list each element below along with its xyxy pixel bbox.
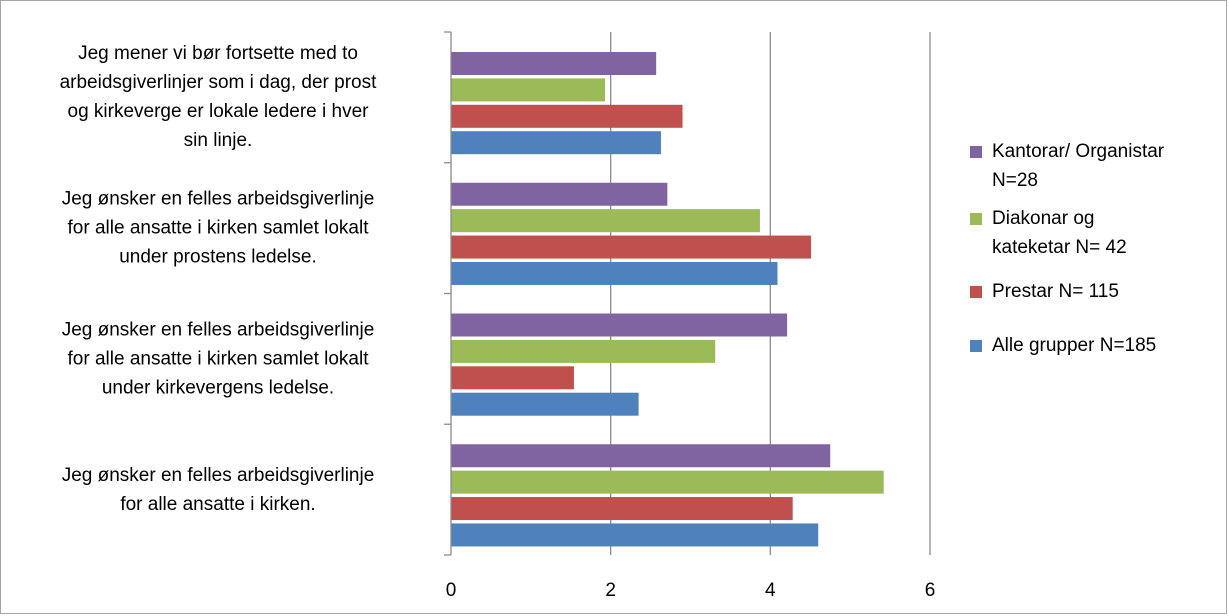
bar-4-4 xyxy=(451,523,819,547)
category-label-line: Jeg ønsker en felles arbeidsgiverlinje xyxy=(61,319,375,341)
bar-2-4 xyxy=(451,470,884,494)
bar-1-4 xyxy=(451,444,831,468)
x-tick-label: 4 xyxy=(765,580,776,601)
bar-1-2 xyxy=(451,182,668,206)
bar-3-4 xyxy=(451,497,793,521)
category-label-line: Jeg ønsker en felles arbeidsgiverlinje xyxy=(61,464,375,486)
x-tick-label: 6 xyxy=(924,580,936,601)
legend-label-line: Prestar N= 115 xyxy=(992,281,1119,302)
bar-2-3 xyxy=(451,339,716,363)
legend-label-line: kateketar N= 42 xyxy=(992,237,1127,258)
bar-4-2 xyxy=(451,261,778,285)
legend-label: Diakonar og kateketar N= 42 xyxy=(992,204,1222,262)
bar-3-1 xyxy=(451,104,683,128)
category-label-line: sin linje. xyxy=(183,130,253,152)
category-label: Jeg mener vi bør fortsette med to arbeids… xyxy=(0,39,436,155)
legend-label-line: Diakonar og xyxy=(992,208,1095,229)
legend-swatch xyxy=(970,340,982,352)
legend-label-line: N=28 xyxy=(992,170,1038,191)
legend-label-line: Kantorar/ Organistar xyxy=(992,141,1165,162)
bar-3-3 xyxy=(451,366,574,390)
bar-2-2 xyxy=(451,209,760,233)
legend-swatch xyxy=(970,286,982,298)
category-label-line: under prostens ledelse. xyxy=(119,246,317,268)
category-label-line: og kirkeverge er lokale ledere i hver xyxy=(67,101,369,123)
category-label-line: under kirkevergens ledelse. xyxy=(101,377,335,399)
bar-1-1 xyxy=(451,52,657,75)
category-label-line: Jeg ønsker en felles arbeidsgiverlinje xyxy=(61,188,375,210)
category-label: Jeg ønsker en felles arbeidsgiverlinje fo… xyxy=(0,185,436,272)
x-tick-label: 2 xyxy=(605,580,616,601)
category-label: Jeg ønsker en felles arbeidsgiverlinje fo… xyxy=(0,315,436,402)
category-label: Jeg ønsker en felles arbeidsgiverlinje fo… xyxy=(0,461,436,519)
legend-label-line: Alle grupper N=185 xyxy=(992,335,1157,356)
legend-label: Prestar N= 115 xyxy=(992,277,1222,306)
legend-swatch xyxy=(970,213,982,225)
bar-4-1 xyxy=(451,131,661,155)
category-label-line: arbeidsgiverlinjer som i dag, der prost xyxy=(59,72,377,94)
bar-4-3 xyxy=(451,392,639,416)
category-label-line: for alle ansatte i kirken samlet lokalt xyxy=(67,217,369,239)
legend-label: Kantorar/ Organistar N=28 xyxy=(992,137,1222,195)
category-label-line: Jeg mener vi bør fortsette med to xyxy=(78,43,358,65)
legend-label: Alle grupper N=185 xyxy=(992,331,1222,360)
x-tick-label: 0 xyxy=(445,580,457,601)
bar-2-1 xyxy=(451,78,606,102)
bar-1-3 xyxy=(451,313,788,337)
category-label-line: for alle ansatte i kirken samlet lokalt xyxy=(67,348,369,370)
category-label-line: for alle ansatte i kirken. xyxy=(120,493,316,515)
legend-swatch xyxy=(970,146,982,158)
bar-3-2 xyxy=(451,235,812,259)
